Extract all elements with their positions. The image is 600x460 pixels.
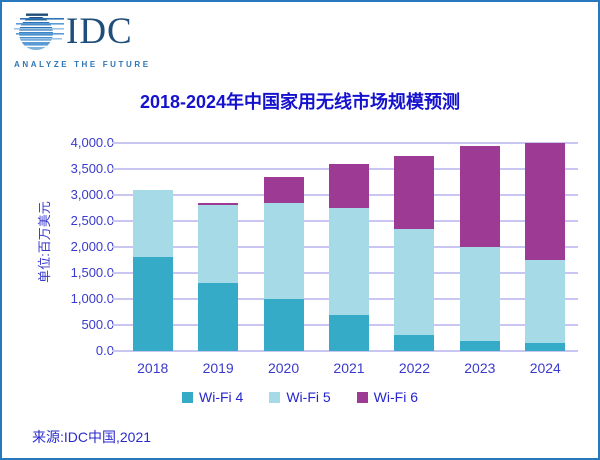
- legend-item-wifi4: Wi-Fi 4: [182, 389, 243, 405]
- x-tick-label-2018: 2018: [137, 360, 169, 376]
- bar-segment-wifi5-2018: [132, 189, 173, 258]
- bar-segment-wifi5-2024: [525, 260, 566, 344]
- bar-segment-wifi5-2020: [263, 202, 304, 299]
- chart-legend: Wi-Fi 4 Wi-Fi 5 Wi-Fi 6: [2, 389, 598, 405]
- bar-segment-wifi4-2024: [525, 343, 566, 351]
- plot-area: [112, 142, 578, 352]
- y-tick-label-3000: 3,000.0: [70, 187, 114, 202]
- legend-item-wifi5: Wi-Fi 5: [269, 389, 331, 405]
- bar-segment-wifi4-2022: [394, 335, 435, 351]
- bar-segment-wifi6-2021: [329, 163, 369, 208]
- bar-segment-wifi6-2019: [198, 202, 239, 206]
- legend-swatch-icon: [356, 391, 368, 403]
- x-tick-label-2020: 2020: [267, 360, 300, 376]
- y-tick-label-0: 0.0: [95, 343, 114, 358]
- idc-globe-icon: [14, 12, 64, 59]
- legend-swatch-icon: [269, 391, 281, 403]
- x-tick-label-2022: 2022: [398, 360, 430, 376]
- legend-swatch-icon: [182, 391, 193, 403]
- bar-segment-wifi6-2022: [394, 156, 435, 229]
- bar-segment-wifi5-2023: [459, 247, 500, 341]
- y-tick-label-1000: 1,000.0: [70, 291, 114, 306]
- bar-segment-wifi4-2019: [198, 283, 239, 351]
- idc-logo-tagline: ANALYZE THE FUTURE: [14, 60, 151, 69]
- bar-segment-wifi5-2019: [198, 205, 239, 284]
- gridline-4000: [112, 142, 578, 144]
- bar-segment-wifi4-2018: [132, 257, 173, 351]
- y-tick-label-1500: 1,500.0: [70, 265, 114, 280]
- idc-logo-text: IDC: [66, 11, 133, 52]
- source-note: 来源:IDC中国,2021: [32, 429, 152, 445]
- y-tick-label-2500: 2,500.0: [70, 213, 114, 228]
- x-tick-label-2021: 2021: [333, 360, 365, 376]
- legend-label: Wi-Fi 6: [373, 389, 418, 405]
- x-tick-label-2019: 2019: [202, 360, 234, 376]
- bar-segment-wifi4-2023: [459, 340, 500, 351]
- bar-segment-wifi4-2020: [263, 299, 304, 351]
- bar-segment-wifi5-2021: [329, 208, 369, 315]
- y-tick-label-4000: 4,000.0: [70, 135, 114, 150]
- bar-segment-wifi6-2024: [525, 143, 566, 260]
- gridline-0: [112, 350, 578, 352]
- y-tick-label-3500: 3,500.0: [70, 161, 114, 176]
- legend-label: Wi-Fi 5: [286, 389, 331, 405]
- chart-title: 2018-2024年中国家用无线市场规模预测: [139, 92, 461, 112]
- bar-segment-wifi6-2020: [263, 176, 304, 203]
- idc-logo: IDC ANALYZE THE FUTURE: [14, 12, 184, 69]
- legend-item-wifi6: Wi-Fi 6: [356, 389, 418, 405]
- bar-segment-wifi4-2021: [329, 314, 369, 351]
- x-tick-label-2024: 2024: [529, 360, 561, 376]
- x-axis-tick-labels: 2018 2019 2020 2021 2022 2023 2024: [120, 359, 578, 377]
- bar-segment-wifi6-2023: [459, 145, 500, 247]
- bar-segment-wifi5-2022: [394, 228, 435, 336]
- y-axis-tick-labels: 0.0 500.0 1,000.0 1,500.0 2,000.0 2,500.0 3,00…: [42, 135, 114, 358]
- legend-label: Wi-Fi 4: [199, 389, 244, 405]
- x-tick-label-2023: 2023: [464, 360, 496, 376]
- y-tick-label-2000: 2,000.0: [70, 239, 114, 254]
- y-tick-label-500: 500.0: [81, 317, 114, 332]
